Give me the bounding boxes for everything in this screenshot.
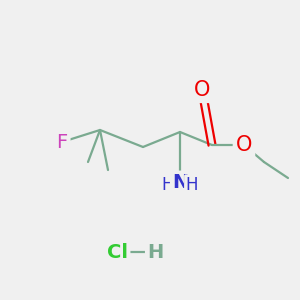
Text: H: H [147,242,163,262]
Text: F: F [56,133,68,152]
Text: Cl: Cl [107,242,128,262]
Text: O: O [194,80,210,100]
Text: H: H [186,176,198,194]
Text: O: O [236,135,252,155]
Text: H: H [162,176,174,194]
Text: N: N [172,172,188,191]
